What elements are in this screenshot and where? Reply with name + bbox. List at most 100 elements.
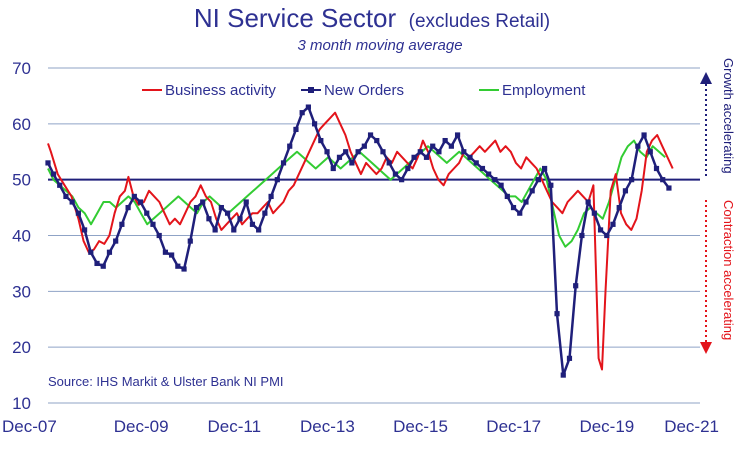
new-orders-marker bbox=[125, 204, 131, 211]
new-orders-marker bbox=[200, 199, 206, 205]
y-tick-label: 50 bbox=[12, 171, 31, 190]
new-orders-marker bbox=[305, 104, 311, 110]
new-orders-marker bbox=[392, 171, 399, 177]
new-orders-marker bbox=[218, 204, 224, 211]
new-orders-marker bbox=[57, 182, 63, 188]
new-orders-marker bbox=[647, 149, 653, 155]
y-tick-label: 20 bbox=[12, 338, 31, 357]
new-orders-marker bbox=[256, 227, 262, 233]
new-orders-marker bbox=[498, 182, 504, 188]
new-orders-marker bbox=[243, 199, 249, 205]
new-orders-marker bbox=[666, 185, 672, 191]
contraction-arrowhead bbox=[700, 342, 712, 354]
new-orders-marker bbox=[150, 221, 156, 227]
new-orders-marker bbox=[442, 137, 448, 144]
new-orders-marker bbox=[529, 188, 535, 194]
new-orders-marker bbox=[629, 177, 635, 183]
new-orders-marker bbox=[137, 199, 144, 205]
new-orders-marker bbox=[131, 193, 137, 200]
new-orders-marker bbox=[486, 171, 492, 177]
new-orders-marker bbox=[312, 121, 318, 127]
new-orders-marker bbox=[330, 165, 336, 172]
source-note: Source: IHS Markit & Ulster Bank NI PMI bbox=[48, 374, 284, 389]
chart-title: NI Service Sector (excludes Retail) bbox=[194, 3, 550, 33]
new-orders-marker bbox=[479, 165, 486, 172]
new-orders-marker bbox=[324, 149, 330, 155]
series-line-0 bbox=[47, 111, 674, 371]
new-orders-marker bbox=[604, 232, 610, 239]
new-orders-marker bbox=[461, 149, 467, 155]
growth-label: Growth accelerating bbox=[721, 58, 736, 174]
new-orders-marker bbox=[405, 165, 411, 172]
new-orders-marker bbox=[187, 238, 193, 244]
x-tick-label: Dec-11 bbox=[208, 417, 262, 436]
new-orders-marker bbox=[280, 160, 287, 166]
new-orders-marker bbox=[374, 137, 380, 144]
new-orders-marker bbox=[473, 160, 479, 166]
new-orders-marker bbox=[355, 149, 361, 155]
x-tick-label: Dec-19 bbox=[579, 417, 634, 436]
new-orders-marker bbox=[635, 143, 641, 149]
x-tick-label: Dec-13 bbox=[300, 417, 355, 436]
new-orders-marker bbox=[448, 143, 454, 149]
y-tick-label: 60 bbox=[12, 115, 31, 134]
legend-label: Employment bbox=[502, 82, 586, 99]
new-orders-marker bbox=[585, 199, 591, 205]
new-orders-marker bbox=[237, 216, 243, 222]
contraction-label: Contraction accelerating bbox=[721, 200, 736, 340]
new-orders-marker bbox=[430, 143, 436, 149]
new-orders-marker bbox=[454, 132, 461, 138]
x-tick-label: Dec-07 bbox=[2, 417, 57, 436]
new-orders-marker bbox=[510, 204, 517, 211]
contraction-annotation: Contraction accelerating bbox=[700, 200, 736, 354]
legend-label: Business activity bbox=[165, 82, 276, 99]
chart-title-main: NI Service Sector bbox=[194, 3, 397, 33]
new-orders-marker bbox=[175, 263, 181, 269]
y-tick-label: 30 bbox=[12, 282, 31, 301]
legend-label: New Orders bbox=[324, 82, 404, 99]
new-orders-marker bbox=[181, 266, 187, 272]
new-orders-marker bbox=[622, 188, 629, 194]
new-orders-marker bbox=[343, 149, 349, 155]
new-orders-marker bbox=[193, 204, 200, 211]
y-tick-label: 40 bbox=[12, 227, 31, 246]
new-orders-marker bbox=[436, 149, 442, 155]
x-tick-label: Dec-15 bbox=[393, 417, 448, 436]
x-tick-label: Dec-21 bbox=[664, 417, 719, 436]
new-orders-marker bbox=[262, 210, 268, 216]
new-orders-marker bbox=[399, 177, 405, 183]
x-tick-label: Dec-17 bbox=[486, 417, 541, 436]
new-orders-marker bbox=[423, 154, 430, 160]
new-orders-marker bbox=[75, 210, 81, 216]
new-orders-marker bbox=[411, 154, 417, 160]
new-orders-marker bbox=[224, 210, 231, 216]
new-orders-marker bbox=[119, 221, 125, 227]
new-orders-marker bbox=[144, 210, 150, 216]
new-orders-marker bbox=[386, 160, 392, 166]
new-orders-marker bbox=[548, 182, 554, 188]
new-orders-marker bbox=[45, 160, 51, 166]
new-orders-marker bbox=[162, 249, 169, 255]
new-orders-marker bbox=[212, 227, 218, 233]
y-axis-ticks: 10 20 30 40 50 60 70 bbox=[12, 59, 31, 413]
new-orders-marker bbox=[660, 177, 666, 183]
new-orders-marker bbox=[597, 227, 604, 233]
new-orders-marker bbox=[591, 210, 597, 216]
new-orders-marker bbox=[535, 177, 541, 183]
new-orders-marker bbox=[336, 154, 343, 160]
new-orders-marker bbox=[287, 143, 293, 149]
new-orders-marker bbox=[63, 193, 69, 200]
new-orders-marker bbox=[100, 263, 106, 269]
new-orders-marker bbox=[274, 177, 280, 183]
new-orders-marker bbox=[106, 249, 113, 255]
new-orders-marker bbox=[504, 193, 510, 200]
new-orders-marker bbox=[542, 165, 548, 172]
new-orders-marker bbox=[554, 311, 560, 317]
new-orders-marker bbox=[641, 132, 647, 138]
legend-marker bbox=[308, 87, 314, 93]
new-orders-marker bbox=[579, 232, 585, 239]
new-orders-marker bbox=[492, 177, 498, 183]
new-orders-marker bbox=[293, 126, 299, 133]
new-orders-marker bbox=[299, 110, 305, 116]
x-axis-ticks: Dec-07 Dec-09 Dec-11 Dec-13 Dec-15 Dec-17 Dec-… bbox=[2, 417, 719, 436]
